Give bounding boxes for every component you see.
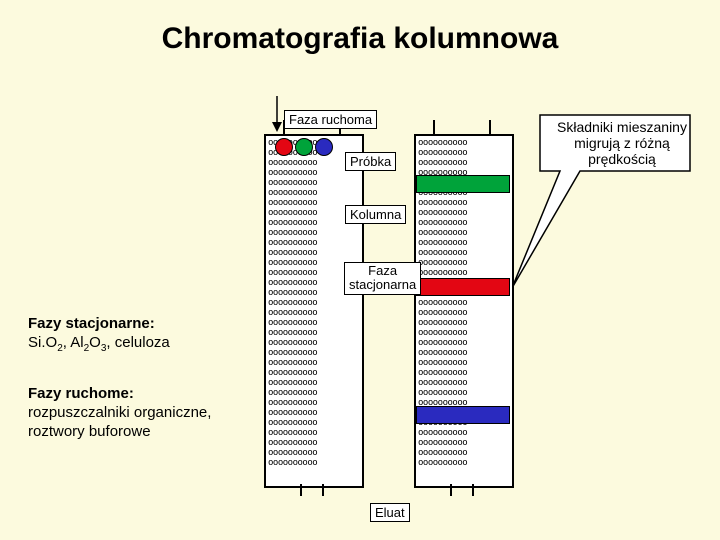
band-green: [416, 175, 510, 193]
left-column: oooooooooo oooooooooo oooooooooo ooooooo…: [264, 134, 364, 488]
fazy-ruchome: Fazy ruchome: rozpuszczalniki organiczne…: [28, 385, 211, 441]
right-column-tip-r: [472, 484, 474, 496]
left-column-tip-l: [300, 484, 302, 496]
label-faza-stacjonarna: Faza stacjonarna: [344, 262, 421, 295]
fazy-stacjonarne: Fazy stacjonarne: Si.O2, Al2O3, celuloza: [28, 315, 170, 355]
label-faza-ruchoma: Faza ruchoma: [284, 110, 377, 129]
right-column-tip-l: [450, 484, 452, 496]
fazy-ruchome-title: Fazy ruchome:: [28, 385, 134, 402]
packing-left: oooooooooo oooooooooo oooooooooo ooooooo…: [268, 138, 360, 484]
page-title: Chromatografia kolumnowa: [0, 22, 720, 56]
sample-dot-green: [295, 138, 313, 156]
callout-l2: migrują z różną: [574, 135, 670, 151]
arrow-faza-ruchoma: [270, 96, 284, 132]
band-red: [416, 278, 510, 296]
sample-dot-blue: [315, 138, 333, 156]
right-column-neck-l: [433, 120, 435, 134]
label-eluat: Eluat: [370, 503, 410, 522]
label-faza-stacjonarna-l1: Faza: [368, 263, 397, 278]
band-blue: [416, 406, 510, 424]
callout-text: Składniki mieszaniny migrują z różną prę…: [542, 119, 702, 167]
fazy-stacjonarne-body: Si.O2, Al2O3, celuloza: [28, 334, 170, 351]
label-kolumna: Kolumna: [345, 205, 406, 224]
fazy-ruchome-body2: roztwory buforowe: [28, 423, 151, 440]
label-probka: Próbka: [345, 152, 396, 171]
callout-l1: Składniki mieszaniny: [557, 119, 687, 135]
sample-dot-red: [275, 138, 293, 156]
right-column-neck-r: [489, 120, 491, 134]
callout-l3: prędkością: [588, 151, 656, 167]
fazy-ruchome-body1: rozpuszczalniki organiczne,: [28, 404, 211, 421]
left-column-tip-r: [322, 484, 324, 496]
fazy-stacjonarne-title: Fazy stacjonarne:: [28, 315, 155, 332]
label-faza-stacjonarna-l2: stacjonarna: [349, 277, 416, 292]
